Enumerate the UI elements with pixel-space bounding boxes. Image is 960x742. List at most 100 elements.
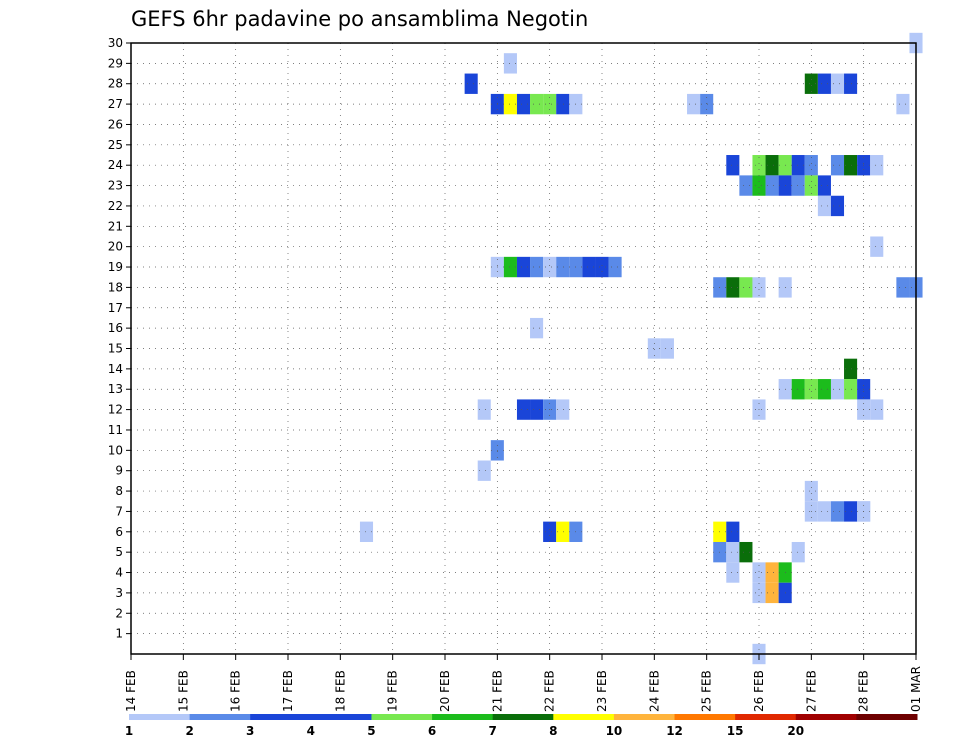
heatmap-cell xyxy=(752,155,766,176)
heatmap-cell xyxy=(791,175,805,196)
y-tick-label: 9 xyxy=(115,464,123,478)
heatmap-cell xyxy=(870,155,884,176)
x-tick-label: 24 FEB xyxy=(647,670,661,712)
legend-label: 20 xyxy=(787,724,804,738)
heatmap-cell xyxy=(870,236,884,257)
legend-label: 10 xyxy=(606,724,623,738)
heatmap-cell xyxy=(516,399,531,420)
heatmap-cell xyxy=(817,175,831,196)
heatmap-cell xyxy=(804,175,818,196)
y-tick-label: 15 xyxy=(108,342,123,356)
y-tick-label: 8 xyxy=(115,484,123,498)
heatmap-cell xyxy=(726,541,740,563)
heatmap-cell xyxy=(752,582,766,604)
legend-swatch xyxy=(250,714,312,720)
heatmap-cell xyxy=(503,93,517,115)
y-tick-label: 5 xyxy=(115,545,123,559)
legend-swatch xyxy=(856,714,918,720)
legend-swatch xyxy=(492,714,554,720)
heatmap-cell xyxy=(752,175,766,196)
y-axis-ticks: 1234567891011121314151617181920212223242… xyxy=(108,36,131,641)
y-tick-label: 29 xyxy=(108,56,123,70)
heatmap-cell xyxy=(726,155,740,176)
legend-label: 2 xyxy=(185,724,193,738)
x-tick-label: 19 FEB xyxy=(386,670,400,712)
heatmap-cell xyxy=(817,501,831,522)
x-axis-ticks: 14 FEB 15 FEB 16 FEB 17 FEB 18 FEB 19 FEB 20 F… xyxy=(124,654,923,712)
x-tick-label: 28 FEB xyxy=(857,670,871,712)
y-tick-label: 13 xyxy=(108,382,123,396)
legend-label: 7 xyxy=(489,724,497,738)
legend-label: 3 xyxy=(246,724,254,738)
y-tick-label: 12 xyxy=(108,403,123,417)
heatmap-cell xyxy=(543,93,557,115)
heatmap-cell xyxy=(804,480,818,502)
heatmap-cell xyxy=(726,521,740,542)
legend-swatch xyxy=(371,714,433,720)
legend-swatch xyxy=(432,714,494,720)
heatmap-cell xyxy=(804,73,818,94)
legend-label: 15 xyxy=(727,724,744,738)
y-tick-label: 2 xyxy=(115,606,123,620)
heatmap-cell xyxy=(477,460,491,481)
y-tick-label: 24 xyxy=(108,158,123,172)
heatmap-cell xyxy=(817,73,831,94)
legend-swatch xyxy=(310,714,372,720)
heatmap-cell xyxy=(464,73,478,94)
x-tick-label: 16 FEB xyxy=(229,670,243,712)
y-tick-label: 28 xyxy=(108,77,123,91)
heatmap-cell xyxy=(543,521,557,542)
heatmap-cell xyxy=(804,155,818,176)
y-tick-label: 26 xyxy=(108,117,123,131)
heatmap-cell xyxy=(817,195,831,217)
heatmap-cell xyxy=(530,256,544,278)
legend-label: 1 xyxy=(125,724,133,738)
x-tick-label: 15 FEB xyxy=(176,670,190,712)
heatmap-cell xyxy=(739,541,753,563)
x-tick-label: 14 FEB xyxy=(124,670,138,712)
color-legend: 1 2 3 4 5 6 7 8 10 12 15 20 xyxy=(125,714,918,738)
y-tick-label: 3 xyxy=(115,586,123,600)
y-tick-label: 30 xyxy=(108,36,123,50)
heatmap-cell xyxy=(543,256,557,278)
heatmap-cell xyxy=(739,277,753,298)
heatmap-cell xyxy=(844,155,858,176)
y-tick-label: 7 xyxy=(115,504,123,518)
heatmap-cell xyxy=(870,399,884,420)
heatmap-cell xyxy=(516,93,531,115)
heatmap-cell xyxy=(752,277,766,298)
x-tick-label: 20 FEB xyxy=(438,670,452,712)
heatmap-cell xyxy=(726,562,740,583)
heatmap-cell xyxy=(477,399,491,420)
y-tick-label: 25 xyxy=(108,138,123,152)
heatmap-cell xyxy=(765,155,779,176)
heatmap-cell xyxy=(896,93,910,115)
x-tick-label: 22 FEB xyxy=(543,670,557,712)
heatmap-cell xyxy=(791,379,805,400)
heatmap-cell xyxy=(817,379,831,400)
heatmap-cell xyxy=(660,338,674,359)
heatmap-cell xyxy=(791,155,805,176)
heatmap-cell xyxy=(556,399,570,420)
legend-swatch xyxy=(674,714,736,720)
legend-label: 12 xyxy=(666,724,683,738)
x-tick-label: 17 FEB xyxy=(281,670,295,712)
legend-swatch xyxy=(795,714,857,720)
x-tick-label: 26 FEB xyxy=(752,670,766,712)
heatmap-cell xyxy=(830,195,845,217)
y-tick-label: 23 xyxy=(108,179,123,193)
grid-lines xyxy=(131,43,916,654)
y-tick-label: 18 xyxy=(108,280,123,294)
heatmap-cell xyxy=(687,93,701,115)
y-tick-label: 1 xyxy=(115,627,123,641)
heatmap-cell xyxy=(752,562,766,583)
heatmap-cell xyxy=(556,521,570,542)
chart-title: GEFS 6hr padavine po ansamblima Negotin xyxy=(131,7,588,31)
y-tick-label: 19 xyxy=(108,260,123,274)
x-tick-label: 18 FEB xyxy=(333,670,347,712)
heatmap-cell xyxy=(844,73,858,94)
heatmap-cell xyxy=(700,93,714,115)
heatmap-cell xyxy=(582,256,596,278)
heatmap-cell xyxy=(595,256,609,278)
